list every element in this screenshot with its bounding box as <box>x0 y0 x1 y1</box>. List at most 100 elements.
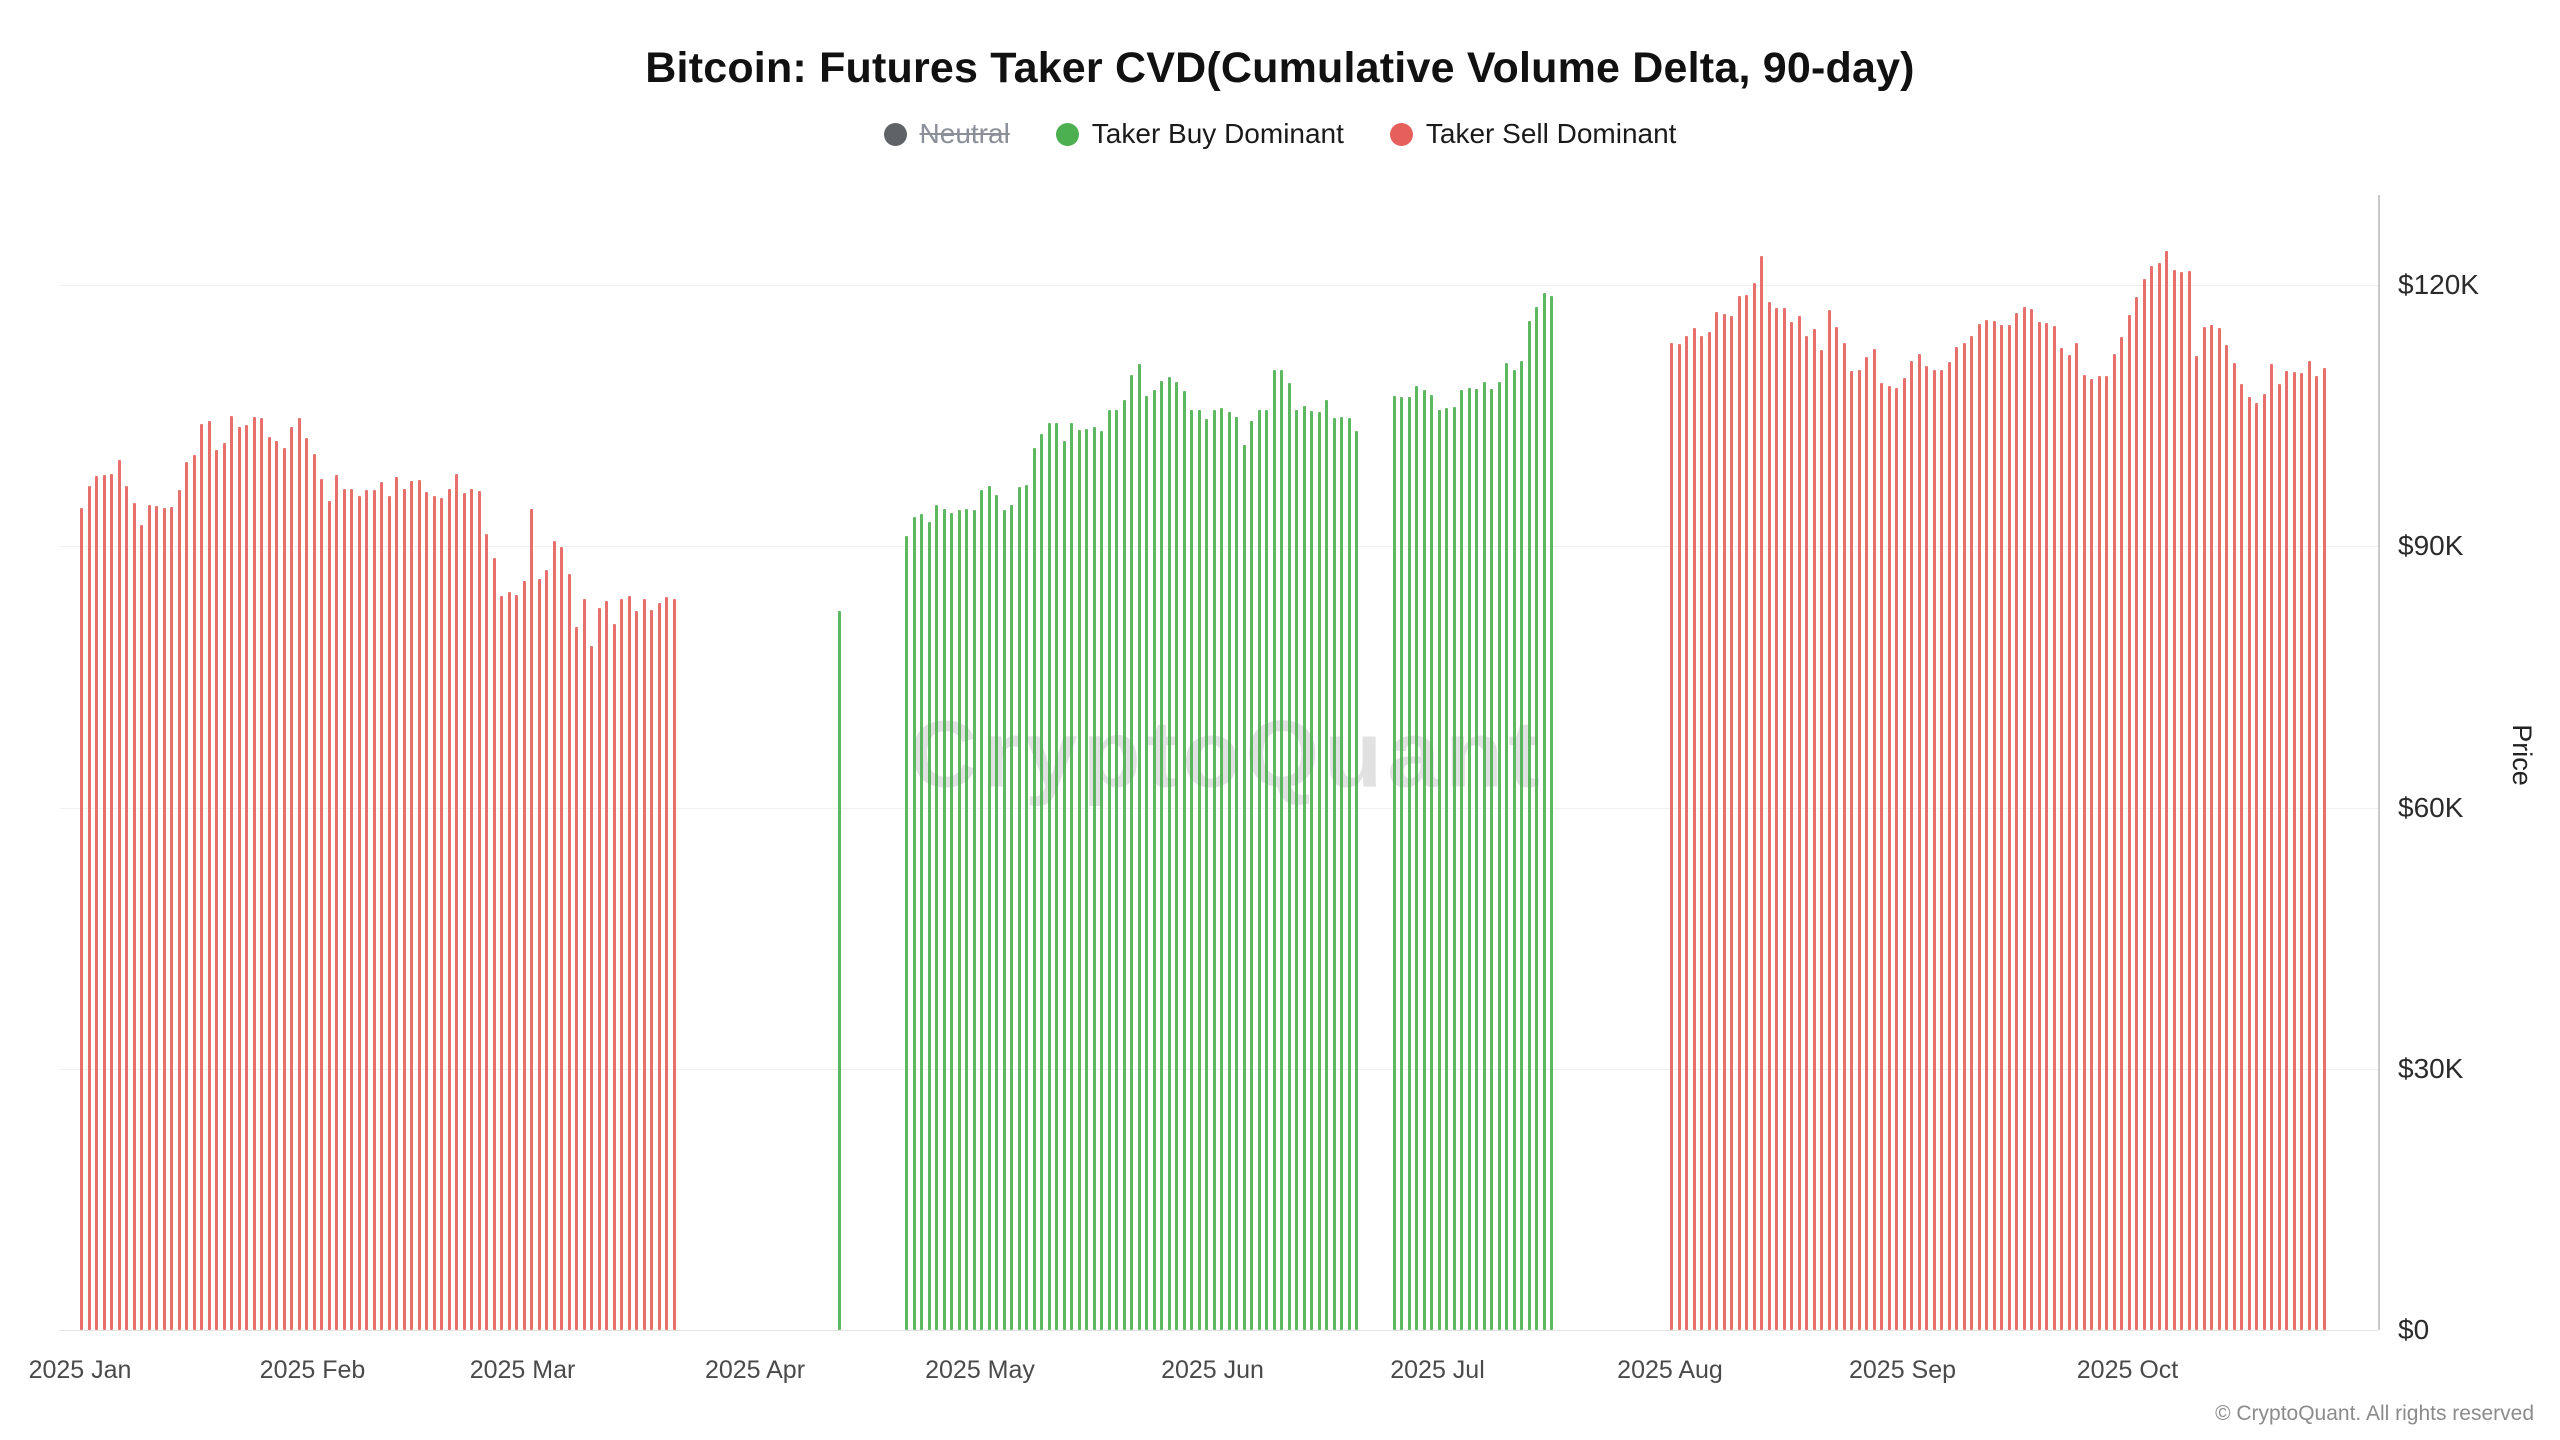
price-bar-sell <box>170 507 173 1330</box>
legend-item-taker-sell[interactable]: Taker Sell Dominant <box>1389 118 1676 150</box>
price-bar-sell <box>2217 327 2221 1330</box>
price-bar-sell <box>462 493 466 1330</box>
price-bar-sell <box>417 480 421 1330</box>
price-bar-buy <box>1520 360 1523 1330</box>
price-bar-sell <box>1947 361 1951 1330</box>
x-axis-tick-label: 2025 Jun <box>1161 1356 1264 1384</box>
price-bar-buy <box>1055 423 1058 1330</box>
price-bar-buy <box>1280 370 1283 1330</box>
price-bar-sell <box>672 598 676 1330</box>
x-axis-line <box>60 1330 2378 1331</box>
price-bar-sell <box>612 623 616 1330</box>
price-bar-sell <box>2180 271 2183 1330</box>
price-bar-sell <box>290 426 293 1330</box>
price-bar-sell <box>95 475 98 1330</box>
price-bar-sell <box>1797 315 1801 1330</box>
price-bar-sell <box>440 497 443 1330</box>
price-bar-sell <box>447 488 451 1330</box>
price-bar-sell <box>642 598 646 1330</box>
x-axis-tick-label: 2025 Feb <box>259 1356 366 1384</box>
price-bar-buy <box>1152 390 1156 1330</box>
price-bar-sell <box>2157 263 2161 1330</box>
price-bar-buy <box>920 514 923 1330</box>
price-bar-buy <box>1205 419 1208 1330</box>
price-bar-sell <box>2045 323 2048 1330</box>
price-bar-buy <box>1137 364 1141 1330</box>
price-bar-sell <box>2082 374 2086 1330</box>
price-bar-buy <box>987 486 991 1330</box>
price-bar-sell <box>162 507 166 1330</box>
price-bar-sell <box>1902 378 1906 1330</box>
price-bar-buy <box>1167 377 1171 1330</box>
price-bar-sell <box>1745 295 1748 1330</box>
price-bar-sell <box>1835 326 1838 1330</box>
price-bar-sell <box>387 495 391 1330</box>
price-bar-buy <box>1527 320 1531 1330</box>
price-bar-sell <box>1955 346 1958 1330</box>
price-bar-sell <box>192 454 196 1330</box>
price-bar-sell <box>372 489 376 1330</box>
price-bar-sell <box>2022 306 2026 1330</box>
price-bar-sell <box>425 492 428 1330</box>
price-bar-buy <box>1460 389 1463 1330</box>
price-bar-sell <box>2210 325 2213 1330</box>
price-bar-sell <box>1887 386 1891 1330</box>
price-bar-sell <box>2322 367 2326 1330</box>
price-bar-sell <box>1865 357 1868 1330</box>
price-bar-sell <box>1790 321 1793 1330</box>
price-bar-buy <box>1227 412 1231 1330</box>
price-bar-sell <box>380 481 383 1330</box>
price-bar-buy <box>950 513 953 1330</box>
price-bar-sell <box>2195 355 2198 1330</box>
price-bar-sell <box>492 558 496 1330</box>
price-bar-sell <box>335 474 338 1330</box>
price-bar-sell <box>2247 396 2251 1330</box>
legend-item-neutral[interactable]: Neutral <box>883 118 1010 150</box>
price-bar-buy <box>1355 431 1358 1330</box>
price-bar-sell <box>305 438 308 1330</box>
price-bar-sell <box>177 489 181 1330</box>
gridline <box>60 807 2378 809</box>
price-bar-sell <box>155 506 158 1330</box>
price-bar-buy <box>1295 410 1298 1330</box>
price-bar-sell <box>2007 325 2011 1330</box>
price-bar-sell <box>1737 296 1741 1330</box>
price-bar-buy <box>1100 431 1103 1330</box>
price-bar-sell <box>1677 344 1681 1330</box>
price-bar-buy <box>1347 418 1351 1330</box>
price-bar-sell <box>312 453 316 1330</box>
price-bar-sell <box>657 602 661 1330</box>
price-bar-buy <box>980 489 983 1330</box>
price-bar-sell <box>2150 265 2153 1330</box>
price-bar-sell <box>2232 362 2236 1330</box>
price-bar-sell <box>2135 297 2138 1330</box>
price-bar-sell <box>260 418 263 1330</box>
price-bar-sell <box>2120 337 2123 1330</box>
price-bar-sell <box>87 486 91 1330</box>
price-bar-sell <box>665 596 668 1330</box>
price-bar-sell <box>2202 326 2206 1330</box>
price-bar-buy <box>1317 412 1321 1330</box>
price-bar-sell <box>1872 348 1876 1330</box>
x-axis-tick-label: 2025 Jan <box>28 1356 132 1384</box>
price-bar-sell <box>1970 336 1973 1330</box>
price-bar-sell <box>1917 353 1921 1330</box>
price-bar-sell <box>350 488 353 1330</box>
price-bar-buy <box>965 508 968 1330</box>
price-bar-sell <box>567 574 571 1330</box>
price-bar-sell <box>1925 366 1928 1330</box>
price-bar-buy <box>837 610 841 1330</box>
price-bar-buy <box>1002 509 1006 1330</box>
legend-item-taker-buy[interactable]: Taker Buy Dominant <box>1055 118 1344 150</box>
price-bar-buy <box>1550 296 1553 1330</box>
y-axis-tick-label: $90K <box>2398 530 2464 562</box>
price-bar-buy <box>1475 388 1478 1330</box>
price-bar-sell <box>455 474 458 1330</box>
price-bar-sell <box>1812 329 1816 1330</box>
price-bar-sell <box>432 495 436 1330</box>
price-bar-sell <box>470 488 473 1330</box>
sell-dot-icon <box>1389 122 1413 146</box>
copyright-notice: © CryptoQuant. All rights reserved <box>2215 1402 2534 1425</box>
price-bar-sell <box>537 579 541 1330</box>
